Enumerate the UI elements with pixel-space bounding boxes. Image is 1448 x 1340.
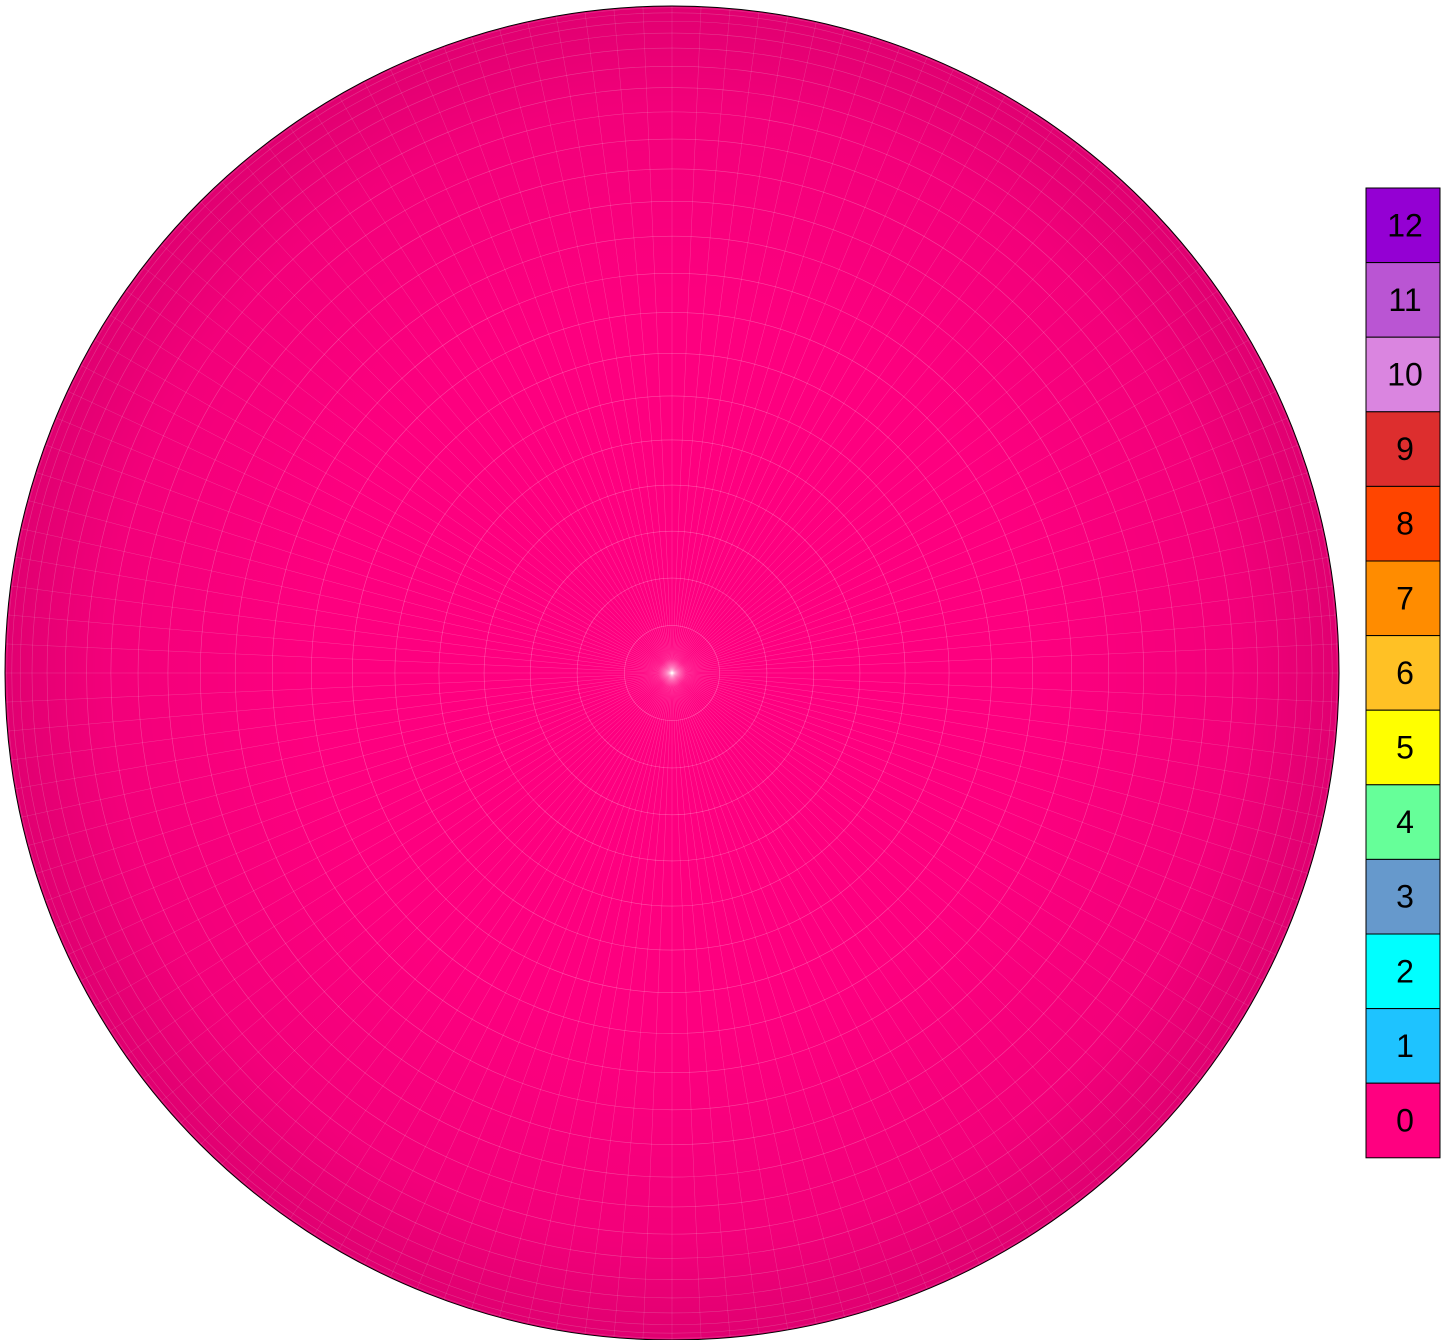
center-point: [658, 659, 686, 687]
legend-swatch-6: [1365, 635, 1441, 711]
legend-swatch-3: [1365, 858, 1441, 935]
legend-swatch-12: [1365, 187, 1441, 264]
legend-label-12: 12: [1387, 207, 1423, 243]
legend-label-7: 7: [1396, 580, 1414, 616]
legend-label-11: 11: [1388, 282, 1421, 318]
disc-outline: [4, 5, 1340, 1340]
legend-label-3: 3: [1396, 879, 1414, 915]
legend-label-1: 1: [1396, 1028, 1414, 1064]
legend-label-9: 9: [1396, 431, 1414, 467]
legend-label-8: 8: [1396, 506, 1414, 542]
legend-swatch-2: [1365, 933, 1441, 1010]
legend-swatch-10: [1365, 336, 1441, 413]
legend-label-5: 5: [1396, 730, 1414, 766]
legend-swatch-9: [1365, 411, 1441, 487]
legend-swatch-0: [1365, 1082, 1441, 1159]
legend-label-10: 10: [1387, 357, 1423, 393]
legend-swatch-7: [1365, 560, 1441, 637]
legend-swatch-1: [1365, 1008, 1441, 1084]
legend-swatch-4: [1365, 784, 1441, 860]
legend-swatch-8: [1365, 485, 1441, 562]
legend-label-4: 4: [1396, 804, 1414, 840]
legend-label-0: 0: [1396, 1103, 1414, 1139]
legend-swatch-11: [1365, 262, 1441, 338]
legend-label-6: 6: [1396, 655, 1414, 691]
legend-swatch-5: [1365, 709, 1441, 786]
polar-heatmap: [4, 5, 1340, 1340]
legend-label-2: 2: [1396, 953, 1414, 989]
